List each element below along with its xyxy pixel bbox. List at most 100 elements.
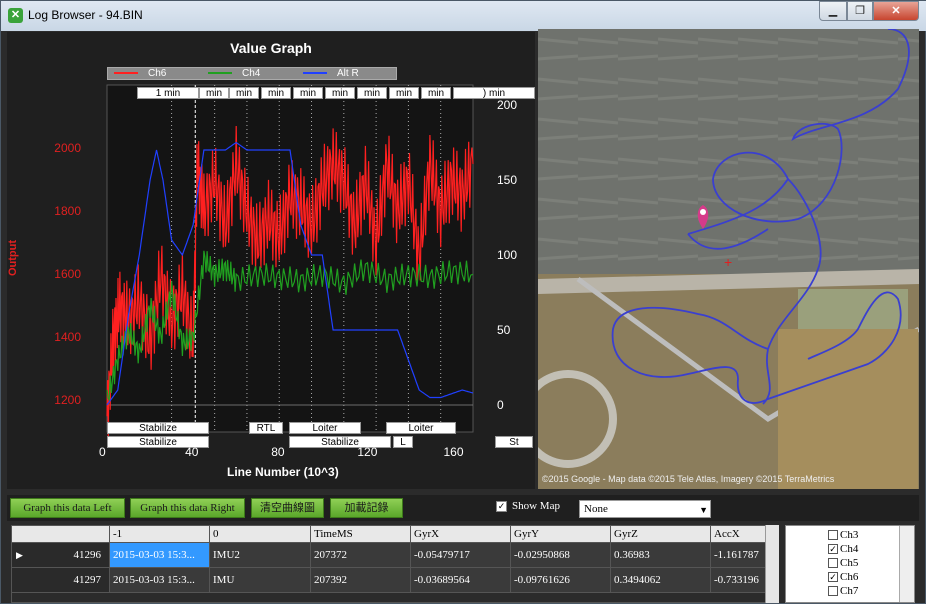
cell-m1[interactable]: 2015-03-03 15:3... bbox=[110, 543, 210, 568]
y-tick-left: 1400 bbox=[54, 330, 81, 345]
channel-checkbox[interactable] bbox=[828, 558, 838, 569]
channel-checkbox[interactable]: ✓ bbox=[828, 572, 838, 583]
channel-checkbox[interactable] bbox=[828, 530, 838, 541]
time-label: min bbox=[389, 87, 419, 99]
map-type-select[interactable]: None ▼ bbox=[579, 500, 711, 518]
map-type-select-value: None bbox=[584, 503, 608, 515]
map-road bbox=[538, 269, 919, 294]
log-data-table[interactable]: -1 0 TimeMS GyrX GyrY GyrZ AccX ▶ 41296 2… bbox=[11, 525, 779, 603]
time-label: min bbox=[293, 87, 323, 99]
row-line-number: 41297 bbox=[73, 574, 102, 586]
maximize-button[interactable]: ❐ bbox=[847, 1, 873, 21]
legend-alt: Alt R bbox=[303, 68, 359, 81]
location-marker[interactable] bbox=[697, 205, 709, 229]
header-gyrz[interactable]: GyrZ bbox=[611, 526, 711, 543]
cell-type[interactable]: IMU2 bbox=[210, 543, 311, 568]
header-gyrx[interactable]: GyrX bbox=[411, 526, 511, 543]
x-tick: 40 bbox=[185, 445, 199, 459]
channel-label: Ch4 bbox=[840, 543, 859, 555]
channel-list-scrollbar[interactable] bbox=[899, 526, 914, 602]
row-line-number: 41296 bbox=[73, 549, 102, 561]
header-m1[interactable]: -1 bbox=[110, 526, 210, 543]
channel-item-ch7[interactable]: Ch7 bbox=[828, 584, 858, 598]
clear-graph-button[interactable]: 清空曲線圖 bbox=[251, 498, 324, 518]
graph-right-button[interactable]: Graph this data Right bbox=[130, 498, 245, 518]
time-label: min bbox=[261, 87, 291, 99]
map-roundabout bbox=[538, 370, 617, 468]
channel-item-ch3[interactable]: Ch3 bbox=[828, 528, 858, 542]
legend-ch6: Ch6 bbox=[114, 68, 166, 81]
channel-label: Ch5 bbox=[840, 557, 859, 569]
cell-gyrx[interactable]: -0.03689564 bbox=[411, 568, 511, 593]
row-header[interactable]: ▶ 41296 bbox=[12, 543, 110, 568]
time-label: min bbox=[229, 87, 259, 99]
table-row[interactable]: ▶ 41296 2015-03-03 15:3... IMU2 207372 -0… bbox=[12, 543, 778, 568]
channel-checkbox[interactable]: ✓ bbox=[828, 544, 838, 555]
legend-swatch-ch6 bbox=[114, 72, 138, 75]
window-title: Log Browser - 94.BIN bbox=[28, 8, 143, 22]
legend-label-alt: Alt R bbox=[337, 68, 359, 79]
map-panel[interactable]: + ©2015 Google - Map data ©2015 Tele Atl… bbox=[538, 29, 919, 489]
channel-list[interactable]: Ch3 ✓ Ch4 Ch5 ✓ Ch6 Ch7 bbox=[785, 525, 915, 603]
mode-label-bottom: St bbox=[495, 436, 533, 448]
channel-item-ch5[interactable]: Ch5 bbox=[828, 556, 858, 570]
time-label: min bbox=[325, 87, 355, 99]
cell-type[interactable]: IMU bbox=[210, 568, 311, 593]
cell-gyrx[interactable]: -0.05479717 bbox=[411, 543, 511, 568]
header-gyry[interactable]: GyrY bbox=[511, 526, 611, 543]
series-line-ch4 bbox=[106, 250, 474, 403]
graph-left-button[interactable]: Graph this data Left bbox=[10, 498, 125, 518]
title-bar: ✕ Log Browser - 94.BIN ▁ ❐ ✕ bbox=[1, 1, 926, 31]
cell-timems[interactable]: 207372 bbox=[311, 543, 411, 568]
header-accx[interactable]: AccX bbox=[711, 526, 778, 543]
toolbar: Graph this data Left Graph this data Rig… bbox=[7, 495, 919, 521]
table-row[interactable]: 41297 2015-03-03 15:3... IMU 207392 -0.0… bbox=[12, 568, 778, 593]
value-graph-panel[interactable]: Value Graph Ch6 Ch4 Alt R 1 min min min min… bbox=[7, 32, 535, 489]
channel-item-ch6[interactable]: ✓ Ch6 bbox=[828, 570, 858, 584]
y-tick-right: 100 bbox=[497, 248, 518, 262]
row-header[interactable]: 41297 bbox=[12, 568, 110, 593]
home-crosshair: + bbox=[724, 254, 732, 270]
minimize-button[interactable]: ▁ bbox=[819, 1, 847, 21]
time-label: ) min bbox=[453, 87, 535, 99]
time-label: min bbox=[199, 87, 229, 99]
plot-area[interactable] bbox=[7, 32, 535, 489]
channel-label: Ch6 bbox=[840, 571, 859, 583]
y-tick-left: 1600 bbox=[54, 267, 81, 282]
time-label: 1 min bbox=[137, 87, 199, 99]
legend-swatch-ch4 bbox=[208, 72, 232, 75]
close-button[interactable]: ✕ bbox=[873, 1, 919, 21]
cell-gyrz[interactable]: 0.3494062 bbox=[611, 568, 711, 593]
y-tick-right: 0 bbox=[497, 398, 504, 412]
map-field bbox=[778, 329, 918, 489]
y-tick-left: 1800 bbox=[54, 204, 81, 219]
legend-ch4: Ch4 bbox=[208, 68, 260, 81]
channel-item-ch4[interactable]: ✓ Ch4 bbox=[828, 542, 858, 556]
cell-gyry[interactable]: -0.09761626 bbox=[511, 568, 611, 593]
satellite-map[interactable]: + bbox=[538, 29, 919, 489]
time-label: min bbox=[421, 87, 451, 99]
dropdown-arrow-icon[interactable]: ▼ bbox=[699, 505, 708, 515]
channel-checkbox[interactable] bbox=[828, 586, 838, 597]
table-header: -1 0 TimeMS GyrX GyrY GyrZ AccX bbox=[12, 526, 778, 551]
app-icon: ✕ bbox=[8, 8, 23, 23]
cell-gyry[interactable]: -0.02950868 bbox=[511, 543, 611, 568]
show-map-checkbox[interactable]: ✓ Show Map bbox=[496, 500, 560, 512]
series-line-alt-r bbox=[106, 141, 474, 406]
x-tick: 120 bbox=[357, 445, 378, 459]
show-map-check-icon[interactable]: ✓ bbox=[496, 500, 507, 512]
header-0[interactable]: 0 bbox=[210, 526, 311, 543]
load-log-button[interactable]: 加載記錄 bbox=[330, 498, 403, 518]
mode-label-top: Loiter bbox=[386, 422, 456, 434]
map-credit: ©2015 Google - Map data ©2015 Tele Atlas… bbox=[542, 474, 835, 484]
cell-gyrz[interactable]: 0.36983 bbox=[611, 543, 711, 568]
header-timems[interactable]: TimeMS bbox=[311, 526, 411, 543]
legend-label-ch4: Ch4 bbox=[242, 68, 261, 79]
channel-label: Ch7 bbox=[840, 585, 859, 597]
cell-m1[interactable]: 2015-03-03 15:3... bbox=[110, 568, 210, 593]
legend-swatch-alt bbox=[303, 72, 327, 75]
cell-timems[interactable]: 207392 bbox=[311, 568, 411, 593]
table-scrollbar[interactable] bbox=[765, 525, 779, 603]
mode-label-bottom: Stabilize bbox=[107, 436, 209, 448]
